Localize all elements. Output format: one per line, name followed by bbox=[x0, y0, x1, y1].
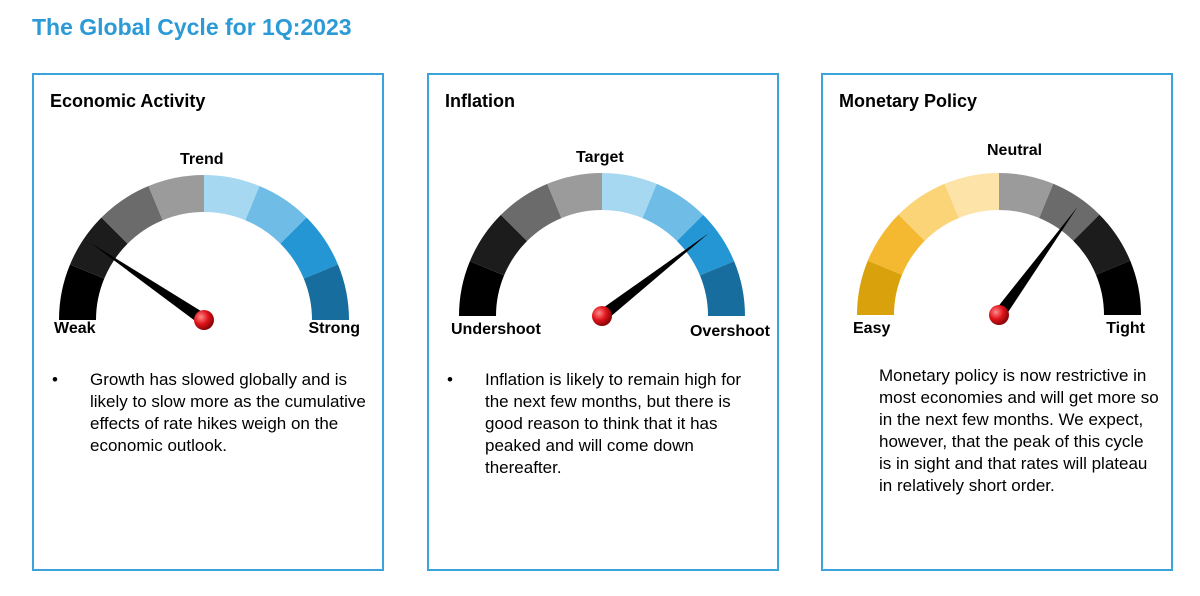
gauge-needle bbox=[90, 242, 208, 325]
gauge-left-label: Easy bbox=[853, 320, 890, 337]
gauge-segment bbox=[500, 183, 562, 242]
gauge-needle bbox=[598, 233, 709, 321]
panel-heading: Monetary Policy bbox=[839, 91, 978, 111]
gauge-segment bbox=[1039, 183, 1100, 241]
gauge-segment bbox=[101, 186, 163, 244]
inflation-panel: Inflation Undershoot Target Overshoot • … bbox=[427, 73, 779, 571]
gauge-pivot bbox=[592, 306, 612, 326]
gauge-segment bbox=[944, 173, 999, 218]
gauge-right-label: Overshoot bbox=[690, 323, 771, 340]
gauge-segment bbox=[245, 186, 307, 244]
gauge-segment bbox=[148, 175, 204, 221]
panel-heading: Economic Activity bbox=[50, 91, 206, 111]
gauge-segment bbox=[1096, 260, 1141, 315]
gauge-segment bbox=[59, 264, 105, 320]
gauge-segment bbox=[204, 175, 260, 221]
economic-activity-panel: Economic Activity Weak Trend Strong • Gr… bbox=[32, 73, 384, 571]
description-text: Growth has slowed globally and is likely… bbox=[90, 370, 366, 455]
gauge-right-label: Strong bbox=[308, 320, 360, 337]
description-text: Inflation is likely to remain high for t… bbox=[485, 370, 742, 477]
gauge-segment bbox=[280, 217, 338, 279]
inflation-gauge: Undershoot Target Overshoot bbox=[451, 149, 771, 340]
gauge-needle bbox=[994, 206, 1078, 319]
gauge-left-label: Undershoot bbox=[451, 321, 541, 338]
gauge-top-label: Trend bbox=[180, 151, 224, 168]
bullet-marker: • bbox=[447, 370, 453, 389]
bullet-marker: • bbox=[52, 370, 58, 389]
gauge-segment bbox=[999, 173, 1054, 218]
description-text: Monetary policy is now restrictive in mo… bbox=[879, 366, 1159, 495]
gauge-segment bbox=[459, 261, 505, 316]
gauge-segment bbox=[1073, 214, 1131, 275]
gauge-segment bbox=[547, 173, 602, 219]
description: • Growth has slowed globally and is like… bbox=[52, 369, 372, 457]
gauge-pivot bbox=[194, 310, 214, 330]
gauge-segment bbox=[898, 183, 959, 241]
gauge-pivot bbox=[989, 305, 1009, 325]
gauge-segment bbox=[303, 264, 349, 320]
monetary-policy-gauge: Easy Neutral Tight bbox=[853, 142, 1146, 337]
gauge-top-label: Neutral bbox=[987, 142, 1042, 159]
gauge-left-label: Weak bbox=[54, 320, 96, 337]
gauge-segment bbox=[699, 261, 745, 316]
description: • Inflation is likely to remain high for… bbox=[447, 369, 767, 479]
panel-heading: Inflation bbox=[445, 91, 515, 111]
gauge-right-label: Tight bbox=[1106, 320, 1145, 337]
gauge-segment bbox=[469, 214, 528, 276]
gauge-segment bbox=[676, 214, 735, 276]
page-title: The Global Cycle for 1Q:2023 bbox=[32, 14, 352, 40]
economic-activity-gauge: Weak Trend Strong bbox=[54, 151, 360, 337]
gauge-segment bbox=[642, 183, 704, 242]
gauge-top-label: Target bbox=[576, 149, 624, 166]
gauge-segment bbox=[867, 214, 925, 275]
gauge-segment bbox=[857, 260, 902, 315]
gauge-segment bbox=[602, 173, 657, 219]
monetary-policy-panel: Monetary Policy Easy Neutral Tight Monet… bbox=[821, 73, 1173, 571]
